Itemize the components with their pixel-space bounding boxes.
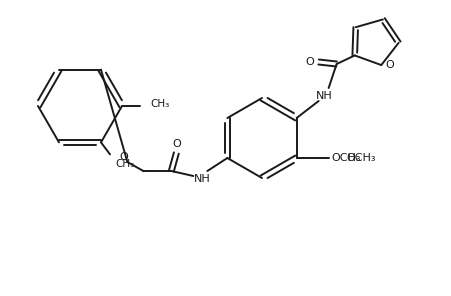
Text: OCH₃: OCH₃ (331, 153, 360, 163)
Text: NH: NH (316, 91, 332, 101)
Text: OCH₃: OCH₃ (346, 153, 375, 163)
Text: O: O (304, 57, 313, 67)
Text: O: O (119, 152, 128, 162)
Text: O: O (384, 60, 393, 70)
Text: CH₃: CH₃ (150, 99, 169, 109)
Text: CH₃: CH₃ (115, 159, 134, 169)
Text: NH: NH (193, 174, 210, 184)
Text: O: O (171, 139, 180, 149)
